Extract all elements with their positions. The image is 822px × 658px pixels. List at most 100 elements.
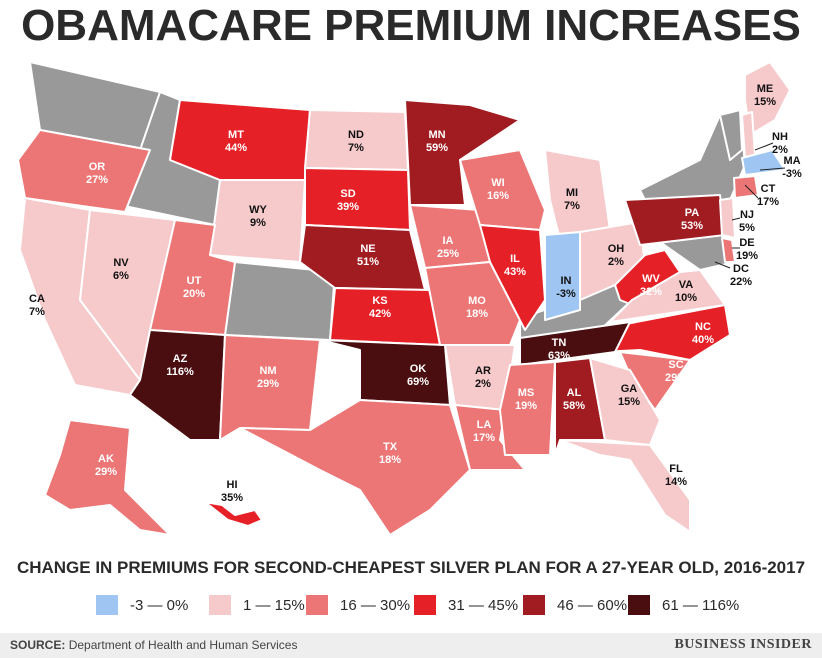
source-label: SOURCE: bbox=[10, 638, 66, 652]
legend-label: 46 — 60% bbox=[557, 596, 628, 614]
state-label-ma: MA bbox=[783, 155, 800, 167]
state-value-ak: 29% bbox=[95, 466, 117, 478]
state-value-ct: 17% bbox=[757, 196, 779, 208]
state-value-ga: 15% bbox=[618, 396, 640, 408]
leader-lines bbox=[714, 142, 786, 269]
state-va bbox=[609, 269, 726, 323]
state-pa bbox=[624, 194, 726, 246]
state-label-ar: AR bbox=[475, 365, 491, 377]
state-me bbox=[744, 61, 791, 136]
state-value-al: 58% bbox=[563, 400, 585, 412]
state-value-va: 10% bbox=[675, 292, 697, 304]
legend-swatch bbox=[209, 595, 231, 615]
legend-item-3: 31 — 45% bbox=[414, 594, 518, 616]
state-label-tn: TN bbox=[552, 337, 567, 349]
state-mo bbox=[424, 261, 521, 346]
state-label-me: ME bbox=[757, 83, 774, 95]
state-label-mn: MN bbox=[428, 129, 445, 141]
state-label-nc: NC bbox=[695, 321, 711, 333]
state-value-mi: 7% bbox=[564, 200, 580, 212]
state-label-sc: SC bbox=[668, 359, 683, 371]
state-value-wi: 16% bbox=[487, 190, 509, 202]
state-de bbox=[721, 237, 736, 263]
state-value-mt: 44% bbox=[225, 142, 247, 154]
state-value-sc: 29% bbox=[665, 372, 687, 384]
source-text: Department of Health and Human Services bbox=[68, 638, 298, 652]
state-label-oh: OH bbox=[608, 243, 625, 255]
source-note: SOURCE: Department of Health and Human S… bbox=[10, 638, 297, 652]
state-label-or: OR bbox=[89, 161, 106, 173]
state-value-or: 27% bbox=[86, 174, 108, 186]
state-value-nc: 40% bbox=[692, 334, 714, 346]
state-label-wi: WI bbox=[491, 177, 504, 189]
state-label-fl: FL bbox=[669, 463, 683, 475]
state-label-nj: NJ bbox=[740, 209, 754, 221]
state-label-ak: AK bbox=[98, 453, 114, 465]
state-label-ia: IA bbox=[443, 235, 454, 247]
state-value-wy: 9% bbox=[250, 217, 266, 229]
legend-label: -3 — 0% bbox=[130, 596, 189, 614]
legend-swatch bbox=[414, 595, 436, 615]
state-al bbox=[554, 357, 606, 456]
state-value-ar: 2% bbox=[475, 378, 491, 390]
legend-item-1: 1 — 15% bbox=[209, 594, 305, 616]
state-label-ms: MS bbox=[518, 387, 535, 399]
legend-label: 31 — 45% bbox=[448, 596, 519, 614]
state-value-nm: 29% bbox=[257, 378, 279, 390]
state-value-tn: 63% bbox=[548, 350, 570, 362]
state-value-az: 116% bbox=[166, 366, 194, 378]
legend-swatch bbox=[628, 595, 650, 615]
state-value-nv: 6% bbox=[113, 270, 129, 282]
state-label-la: LA bbox=[477, 419, 492, 431]
state-value-ne: 51% bbox=[357, 256, 379, 268]
state-label-nv: NV bbox=[113, 257, 129, 269]
state-value-ok: 69% bbox=[407, 376, 429, 388]
state-value-me: 15% bbox=[754, 96, 776, 108]
state-fl bbox=[559, 439, 691, 533]
us-choropleth-map: ME15%NH2%MA-3%CT17%NJ5%DE19%DC22%MT44%ND… bbox=[17, 61, 802, 536]
legend-item-0: -3 — 0% bbox=[96, 594, 188, 616]
legend-item-2: 16 — 30% bbox=[306, 594, 410, 616]
state-ga bbox=[589, 357, 661, 446]
state-label-ga: GA bbox=[621, 383, 638, 395]
state-value-ut: 20% bbox=[183, 288, 205, 300]
state-label-tx: TX bbox=[383, 441, 398, 453]
state-value-nj: 5% bbox=[739, 222, 755, 234]
state-value-in: -3% bbox=[556, 288, 576, 300]
legend-item-5: 61 — 116% bbox=[628, 594, 739, 616]
state-value-la: 17% bbox=[473, 432, 495, 444]
state-value-ks: 42% bbox=[369, 308, 391, 320]
state-label-dc: DC bbox=[733, 263, 749, 275]
legend-label: 61 — 116% bbox=[662, 596, 740, 614]
state-value-dc: 22% bbox=[730, 276, 752, 288]
state-label-ca: CA bbox=[29, 293, 45, 305]
state-label-az: AZ bbox=[173, 353, 188, 365]
legend-swatch bbox=[306, 595, 328, 615]
legend-item-4: 46 — 60% bbox=[523, 594, 627, 616]
state-label-nd: ND bbox=[348, 129, 364, 141]
state-label-ks: KS bbox=[372, 295, 387, 307]
legend-label: 1 — 15% bbox=[243, 596, 305, 614]
footer-bar: SOURCE: Department of Health and Human S… bbox=[0, 633, 822, 658]
legend-swatch bbox=[96, 595, 118, 615]
state-value-nd: 7% bbox=[348, 142, 364, 154]
state-value-il: 43% bbox=[504, 266, 526, 278]
brand-logo: BUSINESS INSIDER bbox=[674, 637, 812, 652]
state-or bbox=[17, 129, 151, 213]
state-ms bbox=[499, 361, 556, 456]
state-value-de: 19% bbox=[736, 250, 758, 262]
state-value-ca: 7% bbox=[29, 306, 45, 318]
state-label-sd: SD bbox=[340, 188, 355, 200]
state-label-wy: WY bbox=[249, 204, 267, 216]
state-il bbox=[479, 224, 546, 331]
legend-label: 16 — 30% bbox=[340, 596, 411, 614]
state-value-mn: 59% bbox=[426, 142, 448, 154]
state-hi bbox=[204, 501, 263, 527]
state-label-va: VA bbox=[679, 279, 694, 291]
state-label-mt: MT bbox=[228, 129, 244, 141]
state-value-fl: 14% bbox=[665, 476, 687, 488]
state-label-de: DE bbox=[739, 237, 754, 249]
state-tn bbox=[519, 321, 631, 366]
state-label-nh: NH bbox=[772, 131, 788, 143]
state-label-ut: UT bbox=[187, 275, 202, 287]
